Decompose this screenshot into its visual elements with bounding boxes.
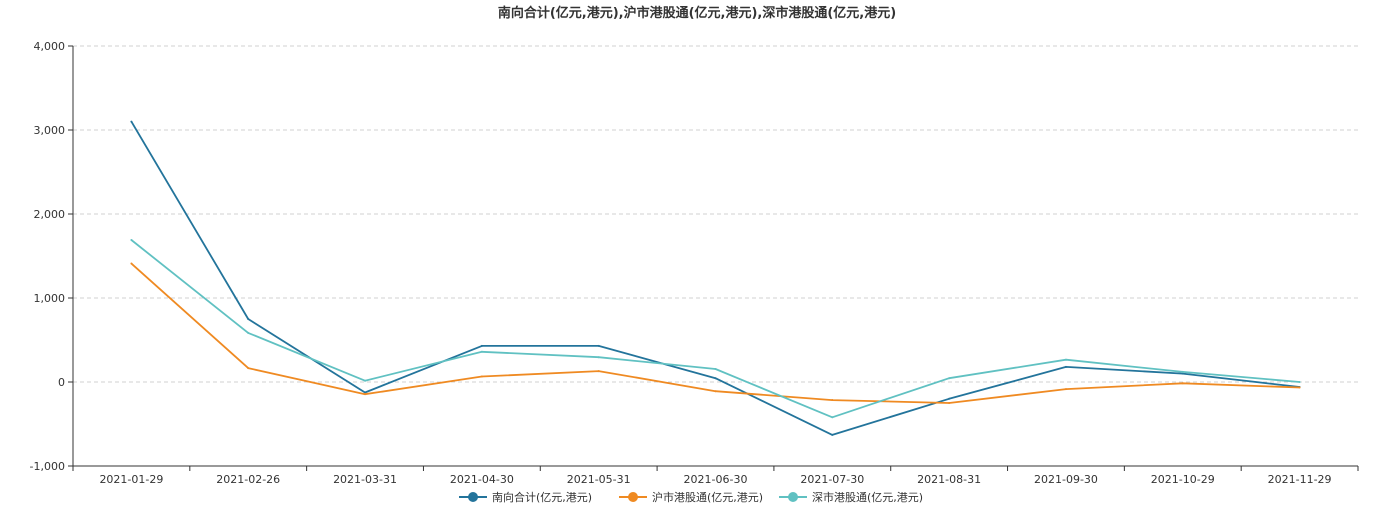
data-point (1181, 370, 1184, 373)
data-point (364, 391, 367, 394)
data-point (1181, 372, 1184, 375)
x-tick-label: 2021-07-30 (800, 473, 864, 486)
data-point (1064, 388, 1067, 391)
data-point (130, 262, 133, 265)
data-point (831, 416, 834, 419)
data-point (1064, 365, 1067, 368)
data-point (480, 350, 483, 353)
chart-title: 南向合计(亿元,港元),沪市港股通(亿元,港元),深市港股通(亿元,港元) (498, 5, 896, 21)
y-tick-label: 2,000 (34, 208, 66, 221)
x-tick-label: 2021-01-29 (99, 473, 163, 486)
data-point (130, 120, 133, 123)
axes: -1,000 0 1,000 2,000 3,000 4,000 2021-01-29 202… (30, 40, 1359, 486)
y-tick-label: 1,000 (34, 292, 66, 305)
x-tick-label: 2021-03-31 (333, 473, 397, 486)
data-point (364, 379, 367, 382)
data-point (1181, 382, 1184, 385)
data-point (597, 344, 600, 347)
data-point (948, 402, 951, 404)
legend-item-3[interactable]: 深市港股通(亿元,港元) (779, 490, 923, 504)
series-lines (130, 120, 1301, 436)
data-point (831, 399, 834, 402)
x-tick-label: 2021-10-29 (1151, 473, 1215, 486)
data-point (130, 239, 133, 242)
legend-marker (628, 492, 638, 502)
legend-marker (468, 492, 478, 502)
legend-item-1[interactable]: 南向合计(亿元,港元) (459, 490, 592, 504)
data-point (247, 367, 250, 370)
data-point (247, 318, 250, 320)
data-point (831, 433, 834, 436)
x-tick-label: 2021-11-29 (1268, 473, 1332, 486)
data-point (597, 356, 600, 359)
data-point (1064, 358, 1067, 361)
x-tick-label: 2021-02-26 (216, 473, 280, 486)
data-point (480, 344, 483, 347)
data-point (480, 375, 483, 378)
x-tick-label: 2021-05-31 (567, 473, 631, 486)
data-point (1298, 381, 1301, 383)
data-point (714, 377, 717, 380)
legend-label: 南向合计(亿元,港元) (492, 490, 592, 504)
legend-item-2[interactable]: 沪市港股通(亿元,港元) (619, 490, 763, 504)
data-point (948, 377, 951, 380)
data-point (247, 331, 250, 334)
data-point (948, 397, 951, 400)
y-tick-label: 4,000 (34, 40, 66, 53)
data-point (1298, 386, 1301, 389)
x-tick-label: 2021-04-30 (450, 473, 514, 486)
legend-label: 深市港股通(亿元,港元) (812, 490, 923, 504)
legend-label: 沪市港股通(亿元,港元) (652, 490, 763, 504)
x-tick-label: 2021-06-30 (684, 473, 748, 486)
legend-marker (788, 492, 798, 502)
series-line-1 (130, 121, 1300, 436)
grid-lines (73, 45, 1358, 383)
y-tick-label: -1,000 (30, 460, 65, 473)
y-tick-label: 3,000 (34, 124, 66, 137)
data-point (714, 367, 717, 370)
x-tick-label: 2021-08-31 (917, 473, 981, 486)
y-tick-label: 0 (58, 376, 65, 389)
legend: 南向合计(亿元,港元) 沪市港股通(亿元,港元) 深市港股通(亿元,港元) (459, 490, 923, 504)
data-point (597, 370, 600, 373)
data-point (714, 390, 717, 393)
data-point (364, 393, 367, 396)
x-tick-label: 2021-09-30 (1034, 473, 1098, 486)
